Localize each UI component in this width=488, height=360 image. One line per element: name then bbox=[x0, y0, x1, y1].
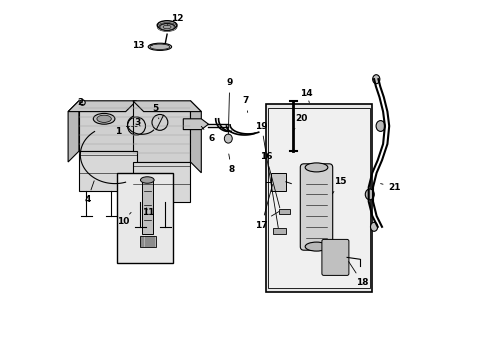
Ellipse shape bbox=[375, 121, 384, 131]
Text: 6: 6 bbox=[201, 126, 214, 143]
Text: 12: 12 bbox=[167, 14, 183, 25]
Ellipse shape bbox=[372, 75, 379, 84]
Text: 8: 8 bbox=[228, 154, 234, 174]
Ellipse shape bbox=[157, 21, 177, 30]
Polygon shape bbox=[133, 162, 190, 202]
Polygon shape bbox=[190, 101, 201, 173]
Polygon shape bbox=[79, 101, 136, 151]
Text: 17: 17 bbox=[255, 184, 272, 230]
Text: 16: 16 bbox=[260, 152, 279, 208]
Polygon shape bbox=[273, 228, 285, 234]
Text: 1: 1 bbox=[115, 126, 127, 136]
Text: 20: 20 bbox=[294, 114, 306, 130]
Polygon shape bbox=[140, 236, 156, 247]
Ellipse shape bbox=[97, 115, 111, 122]
Ellipse shape bbox=[148, 43, 171, 50]
Text: 9: 9 bbox=[226, 78, 232, 134]
Polygon shape bbox=[133, 101, 201, 112]
Ellipse shape bbox=[140, 177, 154, 183]
Text: 10: 10 bbox=[117, 212, 131, 226]
Ellipse shape bbox=[305, 163, 327, 172]
Ellipse shape bbox=[159, 23, 175, 31]
Polygon shape bbox=[183, 119, 208, 130]
Polygon shape bbox=[68, 101, 79, 162]
Ellipse shape bbox=[150, 44, 169, 50]
Text: 15: 15 bbox=[332, 177, 346, 194]
Ellipse shape bbox=[370, 222, 377, 231]
Text: 2: 2 bbox=[77, 98, 83, 107]
Ellipse shape bbox=[365, 189, 373, 200]
Text: 7: 7 bbox=[242, 96, 248, 112]
Text: 3: 3 bbox=[134, 118, 141, 127]
FancyBboxPatch shape bbox=[265, 104, 371, 292]
Polygon shape bbox=[133, 101, 190, 162]
Ellipse shape bbox=[80, 100, 85, 105]
Ellipse shape bbox=[93, 113, 115, 124]
Text: 19: 19 bbox=[255, 122, 278, 228]
Text: 5: 5 bbox=[152, 104, 159, 119]
Text: 14: 14 bbox=[300, 89, 312, 103]
Text: 13: 13 bbox=[132, 41, 152, 50]
FancyBboxPatch shape bbox=[300, 164, 332, 250]
Polygon shape bbox=[68, 101, 136, 112]
Ellipse shape bbox=[224, 134, 232, 143]
Polygon shape bbox=[142, 180, 152, 234]
FancyBboxPatch shape bbox=[117, 173, 172, 263]
Text: 11: 11 bbox=[142, 208, 154, 217]
Ellipse shape bbox=[305, 242, 327, 251]
Polygon shape bbox=[79, 151, 136, 191]
Text: 21: 21 bbox=[380, 183, 400, 192]
Polygon shape bbox=[271, 173, 285, 191]
Text: 4: 4 bbox=[84, 181, 94, 204]
FancyBboxPatch shape bbox=[321, 239, 348, 275]
Polygon shape bbox=[278, 209, 289, 214]
FancyBboxPatch shape bbox=[267, 108, 370, 288]
Text: 18: 18 bbox=[348, 261, 368, 287]
